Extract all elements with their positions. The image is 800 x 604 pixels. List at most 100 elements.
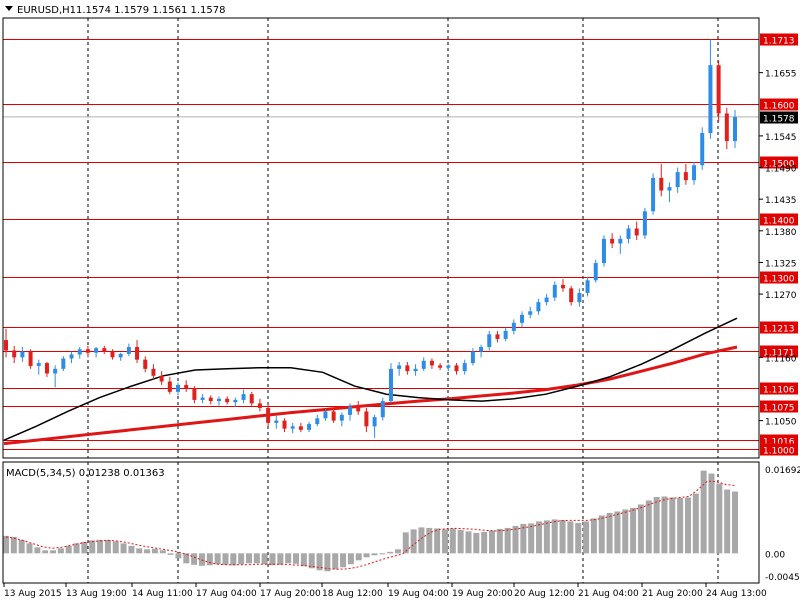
candle-body [462,363,467,372]
macd-histogram-bar [144,549,151,554]
macd-histogram-bar [410,529,417,554]
candle-body [135,346,140,360]
macd-histogram-bar [708,473,715,554]
macd-histogram-bar [371,553,378,556]
macd-histogram-bar [230,553,237,566]
level-label-bg [760,271,798,284]
macd-histogram-bar [684,497,691,554]
macd-histogram-bar [575,522,582,554]
symbol-label: EURUSD,H1 [17,5,76,16]
candle-body [708,65,713,134]
candle-body [339,414,344,421]
candle-body [323,411,328,419]
level-label: 1.1600 [763,102,795,112]
candle-body [421,360,426,369]
candle-body [118,353,123,358]
macd-histogram-bar [269,553,276,566]
candle-body [626,228,631,239]
macd-histogram-bar [418,527,425,554]
macd-tick-label: 0.00 [765,550,785,560]
main-panel-border [2,17,760,459]
candle-body [651,177,656,212]
candle-body [28,351,33,366]
time-tick-label: 13 Aug 19:00 [66,589,127,599]
macd-histogram-bar [120,543,127,554]
level-label: 1.1171 [763,349,795,359]
candle-body [429,360,434,366]
price-tick-label: 1.1160 [765,354,797,364]
candle-body [577,292,582,303]
macd-histogram-bar [379,553,386,555]
macd-histogram-bar [42,550,49,554]
candle-body [348,406,353,415]
price-axis: 1.1713 1.1600 1.1500 1.1400 1.1300 1.1213 1.11… [759,33,800,583]
macd-histogram-bar [394,549,401,554]
level-label: 1.1500 [763,160,795,170]
candle-body [184,384,189,389]
macd-tick-label: -0.00455 [765,573,800,583]
level-label: 1.1000 [763,447,795,457]
candle-body [20,351,25,358]
macd-histogram-bar [512,525,519,554]
candle-body [216,398,221,402]
candle-body [307,424,312,430]
macd-panel-border [2,461,760,584]
candle-body [716,65,721,114]
price-tick-label: 1.1050 [765,418,797,428]
macd-histogram-bar [559,519,566,554]
candle-body [487,334,492,347]
macd-histogram-bar [159,550,166,554]
candle-body [208,397,213,402]
candle-body [634,228,639,236]
candle-body [200,397,205,400]
time-tick-label: 21 Aug 04:00 [578,589,639,599]
macd-histogram-bar [732,491,738,554]
candle-body [372,417,377,427]
macd-histogram-bar [653,497,660,554]
price-tick-label: 1.1490 [765,165,797,175]
current-price-label: 1.1578 [763,115,795,125]
macd-histogram-bar [645,500,652,554]
candle-body [331,411,336,421]
candle-body [511,322,516,331]
macd-histogram-bar [724,489,731,554]
candle-body [69,354,74,359]
macd-histogram-bar [661,496,668,554]
candle-body [405,365,410,372]
candle-body [520,314,525,323]
macd-histogram-bar [26,543,33,554]
candle-body [675,172,680,188]
candle-body [659,177,664,191]
candle-body [667,187,672,191]
macd-histogram-bar [332,553,339,570]
candle-body [102,348,107,352]
time-tick-label: 13 Aug 2015 [4,589,62,599]
dropdown-triangle-icon[interactable] [5,6,13,11]
candle-body [12,350,17,358]
candle-body [724,113,729,142]
macd-histogram-bar [246,553,252,564]
time-tick-label: 19 Aug 04:00 [388,589,449,599]
level-lines [3,39,759,450]
candle-body [733,116,737,142]
candle-body [438,365,443,368]
macd-histogram-bar [104,539,111,554]
candle-body [618,238,623,244]
macd-histogram-bar [293,553,300,564]
moving-averages [3,317,738,446]
time-tick-label: 18 Aug 12:00 [322,589,383,599]
chart-header: EURUSD,H1 1.1574 1.1579 1.1561 1.1578 [5,5,226,16]
candle-body [151,368,156,376]
macd-title: MACD(5,34,5) 0.01238 0.01363 [6,468,165,479]
macd-histogram-bar [457,529,464,554]
macd-histogram-bar [300,553,307,567]
level-label-bg [760,321,798,334]
time-tick-label: 17 Aug 20:00 [260,589,321,599]
time-tick-label: 17 Aug 04:00 [196,589,257,599]
candle-body [692,165,697,181]
candle-body [683,172,688,181]
macd-histogram-bar [551,519,558,554]
candle-body [159,375,164,382]
candle-body [454,365,459,372]
time-tick-label: 21 Aug 20:00 [642,589,703,599]
